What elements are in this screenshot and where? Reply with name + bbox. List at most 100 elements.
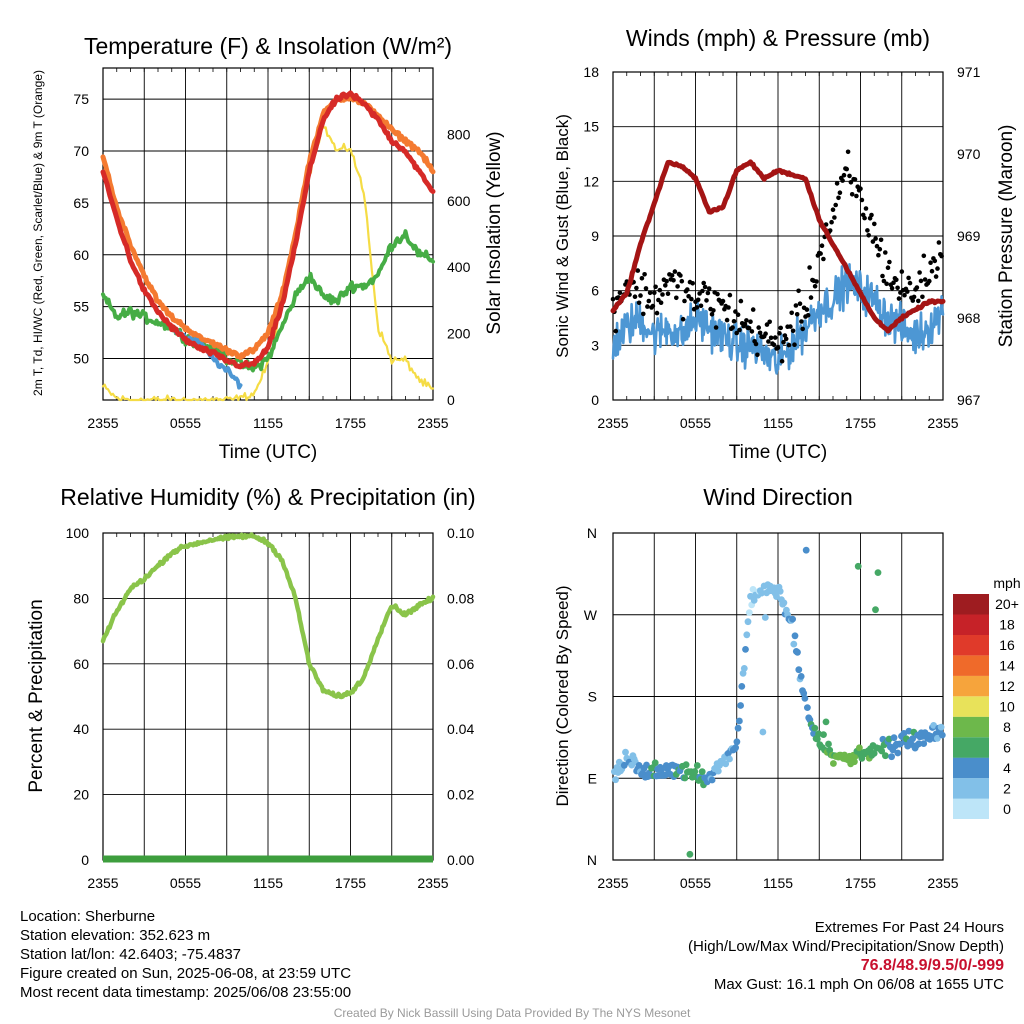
gust-point [617,290,623,296]
gust-point [749,329,755,334]
direction-point [930,722,937,729]
temp-chart-xtick-label: 2355 [417,415,448,431]
gust-point [804,307,810,312]
gust-point [812,284,818,289]
wind-chart-ytick-label: 15 [583,119,599,135]
gust-point [876,252,881,258]
temp-chart-ytick-label: 65 [73,195,89,211]
direction-point [894,749,902,757]
direction-point [813,735,821,743]
gust-point [848,180,854,185]
gust-point [646,298,652,304]
gust-point [639,276,645,281]
gust-point [935,266,940,271]
gust-point [685,287,690,292]
colorbar-label: 14 [999,658,1015,674]
rh-chart-y2tick-label: 0.08 [447,590,474,606]
direction-point [736,717,743,725]
temp-chart-y2tick-label: 800 [447,126,471,142]
direction-chart-xtick-label: 0555 [680,875,711,891]
gust-point [814,279,819,284]
gust-point [866,233,871,238]
direction-point [878,747,886,755]
gust-point [682,298,687,304]
colorbar-label: 12 [999,678,1015,694]
gust-point [845,149,851,155]
gust-point [777,331,782,336]
gust-point [883,250,888,255]
gust-point [827,228,833,233]
gust-point [887,259,892,265]
gust-point [836,195,841,201]
direction-point [750,597,758,604]
colorbar-label: 2 [1003,780,1011,796]
gust-point [771,342,777,348]
rh-chart-xtick-label: 2355 [417,875,448,891]
gust-point [727,292,733,298]
gust-point [610,296,616,302]
gust-point [701,280,706,286]
gust-point [695,297,701,303]
gust-point [859,197,865,203]
temp-chart-ytick-label: 75 [73,91,89,107]
gust-point [641,311,646,317]
rh-chart-y2tick-label: 0.10 [447,525,474,541]
gust-point [792,342,797,348]
gust-point [794,312,800,317]
colorbar-swatch [953,675,989,697]
gust-point [642,272,647,277]
direction-point [759,728,767,736]
wind-chart-ytick-label: 9 [591,228,599,244]
gust-point [669,273,675,278]
direction-point [937,723,945,731]
temp-2m-line [100,90,436,370]
direction-point [888,753,895,761]
direction-point [740,665,748,672]
rh-chart-xtick-label: 2355 [87,875,118,891]
gust-point [837,190,843,195]
gust-point [775,345,781,351]
gust-point [788,324,793,329]
gust-point [920,294,925,300]
wind-chart-y2tick-label: 968 [957,310,981,326]
temp-chart-y2tick-label: 400 [447,259,471,275]
gust-point [750,307,756,312]
gust-point [905,289,910,294]
gust-point [829,219,834,225]
gust-point [675,284,680,289]
gust-point [899,269,905,274]
gust-point [742,321,748,327]
extremes-values: 76.8/48.9/9.5/0/-999 [860,957,1004,974]
direction-point [732,744,739,752]
gust-point [665,291,671,297]
gust-point [841,172,847,178]
direction-chart-xtick-label: 2355 [927,875,958,891]
rh-chart-xtick-label: 1155 [253,875,283,891]
wind-chart-y2tick-label: 967 [957,392,981,408]
gust-point [910,298,916,303]
recent-text: Most recent data timestamp: 2025/06/08 2… [20,984,352,1001]
gust-point [852,177,858,182]
gust-point [772,335,778,340]
direction-chart-ytick-label: N [587,852,597,868]
direction-point [909,735,916,743]
direction-point [758,589,765,597]
direction-point [693,762,701,769]
gust-point [862,215,867,221]
colorbar-swatch [953,737,989,758]
gust-point [885,265,891,271]
gust-point [918,278,924,284]
gust-point [808,295,814,300]
created-text: Figure created on Sun, 2025-06-08, at 23… [20,965,352,982]
rh-chart-y2tick-label: 0.04 [447,721,474,737]
gust-point [873,236,878,241]
rh-chart-xtick-label: 1755 [335,875,366,891]
direction-point [795,666,803,674]
direction-point [825,740,832,748]
gust-point [766,339,771,344]
wind-chart-xtick-label: 2355 [597,415,628,431]
temp-chart-xlabel: Time (UTC) [219,442,318,463]
direction-chart-xtick-label: 1155 [763,875,793,891]
gust-point [763,331,768,337]
